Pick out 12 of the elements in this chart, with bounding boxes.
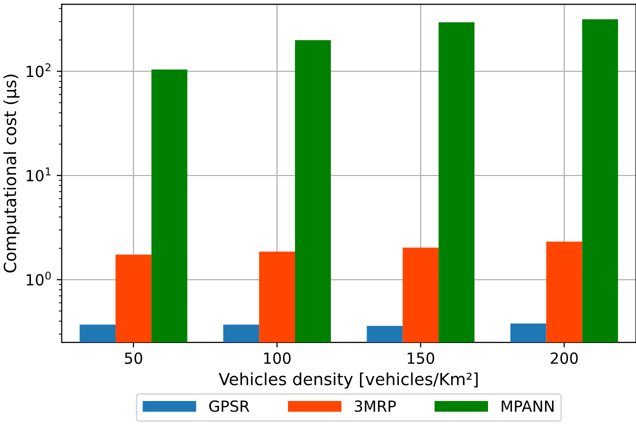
legend-label: 3MRP <box>354 400 396 412</box>
y-tick-label: 10$^{0}$ <box>26 272 51 286</box>
x-tick-label: 150 <box>408 352 434 364</box>
y-tick-label: 10$^{1}$ <box>26 168 50 182</box>
y-axis-title: Computational cost (μs) <box>3 74 20 272</box>
x-tick-label: 200 <box>550 352 578 364</box>
y-tick-label: 10$^{2}$ <box>26 63 50 78</box>
x-tick-label: 100 <box>264 352 291 364</box>
legend-label: MPANN <box>502 400 554 412</box>
legend-label: GPSR <box>209 400 250 412</box>
x-axis-title: Vehicles density [vehicles/Km²] <box>218 372 478 389</box>
x-tick-label: 50 <box>124 352 142 364</box>
